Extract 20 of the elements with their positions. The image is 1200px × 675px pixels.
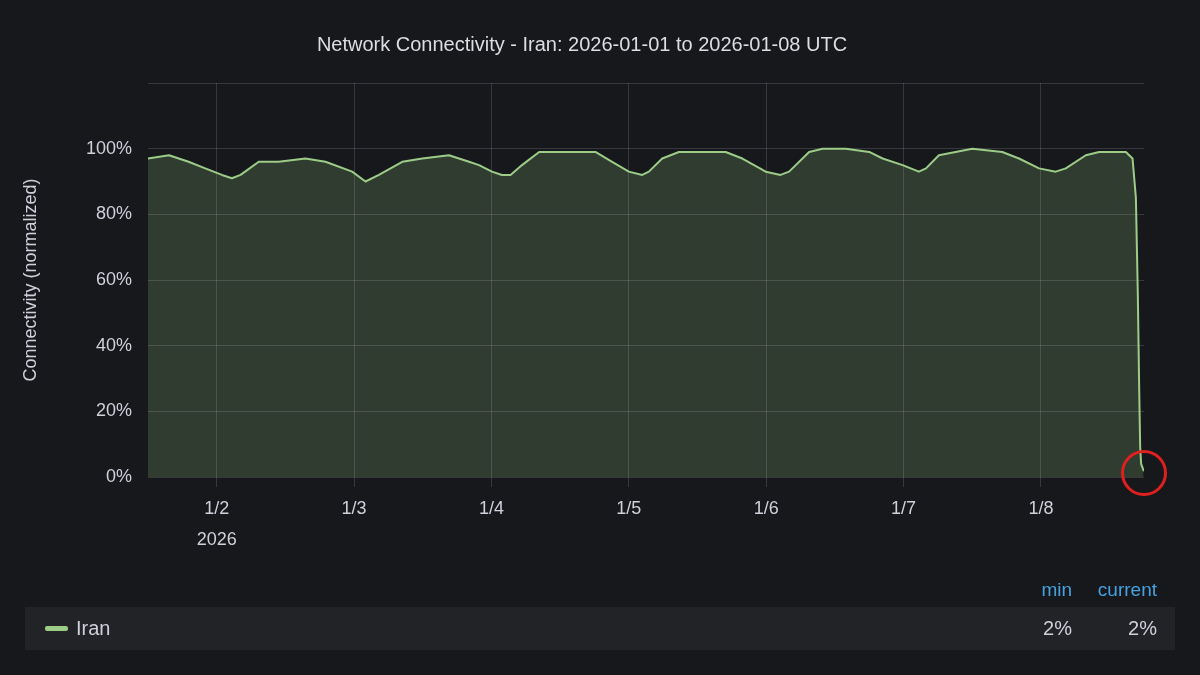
y-tick-label: 40% [95, 334, 132, 355]
x-tick-label: 1/7 [891, 497, 917, 518]
y-tick-label: 80% [95, 203, 132, 224]
x-tick-label: 1/6 [753, 497, 779, 518]
y-axis-title: Connectivity (normalized) [19, 178, 40, 382]
text: current [1096, 579, 1157, 601]
y-tick-label: 0% [105, 465, 132, 486]
chart-title: Network Connectivity - Iran: 2026-01-01 to 2026-01-08 UTC [316, 32, 848, 55]
text: 2% [1127, 617, 1157, 640]
x-tick-label: 1/2 2026 [196, 497, 237, 550]
x-tick-label: 1/8 [1028, 497, 1054, 518]
x-tick-label: 1/4 [478, 497, 504, 518]
x-tick-label: 1/5 [616, 497, 642, 518]
y-tick-label: 60% [95, 268, 132, 289]
text: 2% [1042, 617, 1072, 640]
y-tick-label: 20% [95, 400, 132, 421]
x-tick-label: 1/3 [341, 497, 367, 518]
legend-label: Iran [76, 617, 111, 640]
text: min [1040, 579, 1072, 601]
y-tick-label: 100% [85, 137, 132, 158]
